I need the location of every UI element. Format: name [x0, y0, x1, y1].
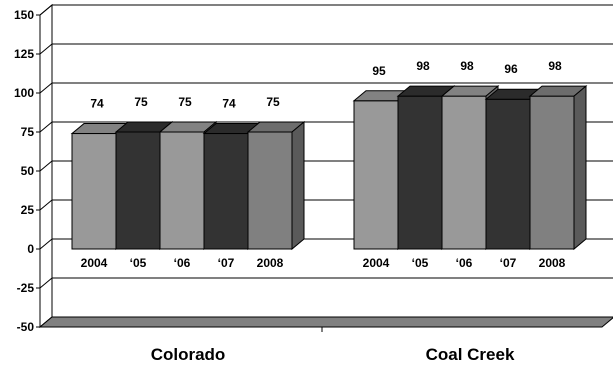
value-label-coal-creek-2004: 95	[372, 64, 386, 78]
value-label-colorado-06: 75	[178, 95, 192, 109]
gridline	[39, 4, 613, 16]
y-tick-label: -50	[17, 320, 35, 334]
value-label-colorado-2004: 74	[90, 97, 104, 111]
category-label-coal-creek-05: ‘05	[412, 256, 429, 270]
bar-colorado-06	[159, 131, 205, 250]
bar-coal-creek-2008	[529, 95, 575, 250]
bar-colorado-07	[203, 133, 249, 250]
group-label-coal-creek: Coal Creek	[426, 345, 515, 364]
y-tick-label: 150	[14, 8, 34, 22]
value-label-coal-creek-06: 98	[460, 59, 474, 73]
gridline	[39, 82, 613, 94]
bar-coal-creek-05	[397, 95, 443, 250]
bar-coal-creek-06	[441, 95, 487, 250]
category-label-coal-creek-2008: 2008	[539, 256, 566, 270]
value-label-coal-creek-2008: 98	[548, 59, 562, 73]
category-label-colorado-06: ‘06	[174, 256, 191, 270]
bar-colorado-05	[115, 131, 161, 250]
category-label-colorado-05: ‘05	[130, 256, 147, 270]
labels: 150 125 100 75 50 25 0 -25 -50 74 2004 75 ‘05 75 ‘06 74…	[14, 8, 566, 364]
y-tick-label: 25	[21, 203, 35, 217]
y-tick-label: 100	[14, 86, 34, 100]
category-label-coal-creek-2004: 2004	[363, 256, 390, 270]
bar-coal-creek-2004	[353, 100, 399, 250]
bar-colorado-2008	[247, 131, 293, 250]
y-tick-label: 75	[21, 125, 35, 139]
bar-colorado-2004	[71, 133, 117, 250]
value-label-colorado-2008: 75	[266, 95, 280, 109]
category-label-coal-creek-06: ‘06	[456, 256, 473, 270]
bar-coal-creek-07	[485, 98, 531, 250]
category-label-coal-creek-07: ‘07	[500, 256, 517, 270]
category-label-colorado-07: ‘07	[218, 256, 235, 270]
value-label-coal-creek-07: 96	[504, 62, 518, 76]
y-tick-label: -25	[17, 281, 35, 295]
bar-side-colorado-2008	[291, 120, 305, 251]
chart-floor	[38, 316, 613, 332]
value-label-coal-creek-05: 98	[416, 59, 430, 73]
gridline	[39, 277, 613, 289]
bar-side-coal-creek-2008	[573, 85, 587, 251]
y-tick-label: 50	[21, 164, 35, 178]
category-label-colorado-2008: 2008	[257, 256, 284, 270]
floor-slab	[38, 316, 613, 328]
y-tick-label: 0	[27, 242, 34, 256]
gridline	[39, 43, 613, 55]
value-label-colorado-07: 74	[222, 97, 236, 111]
y-tick-label: 125	[14, 47, 34, 61]
group-label-colorado: Colorado	[151, 345, 226, 364]
category-label-colorado-2004: 2004	[81, 256, 108, 270]
value-label-colorado-05: 75	[134, 95, 148, 109]
bars	[70, 85, 588, 251]
